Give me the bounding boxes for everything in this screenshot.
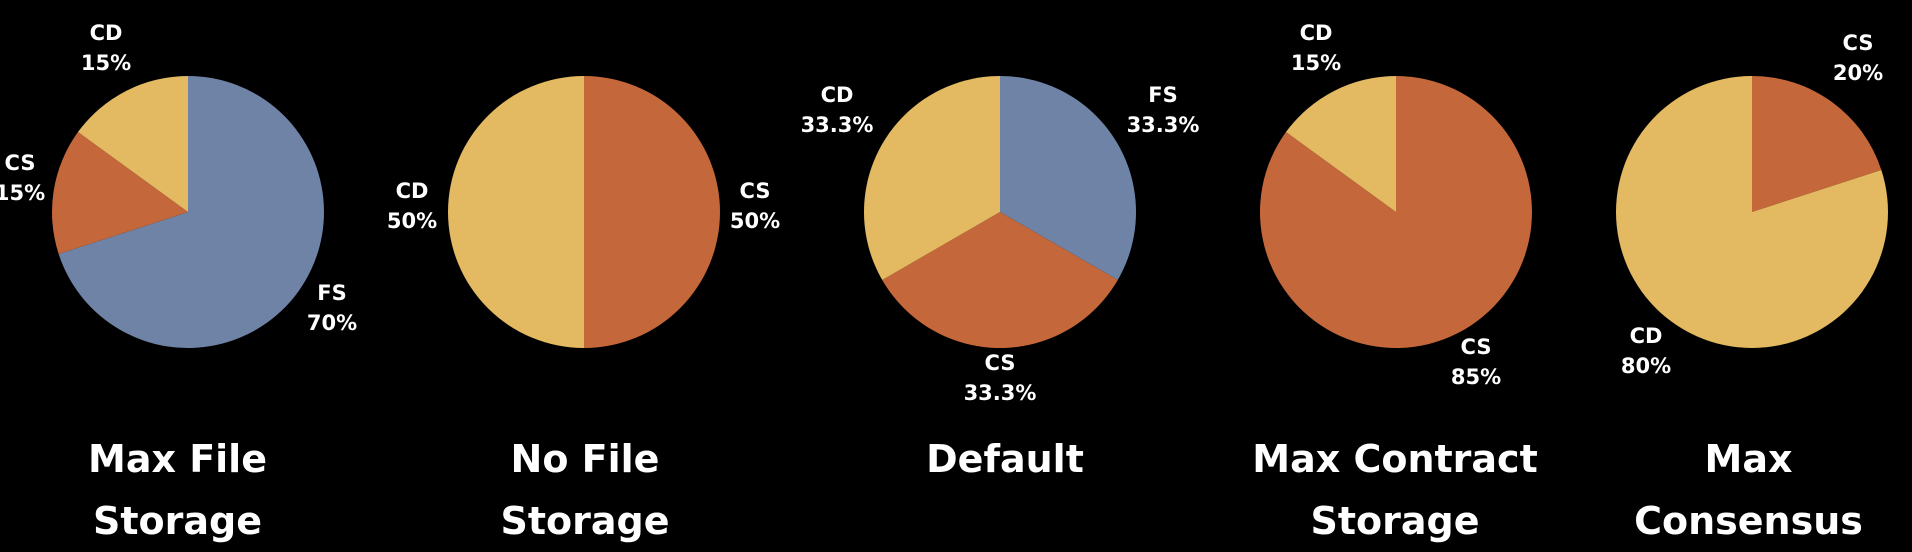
slice-label-fs: FS: [317, 281, 346, 305]
slice-label-cd: CD: [1300, 21, 1333, 45]
pie-chart-0: FS 70% CS 15% CD 15%: [0, 21, 357, 348]
pie-slice-cs: [1752, 76, 1882, 212]
pie-slice-cs: [882, 212, 1118, 348]
pie-slice-cs: [584, 76, 720, 348]
pie-slice-cd: [77, 76, 188, 212]
chart-title-max-contract-storage: Max Contract Storage: [1252, 437, 1538, 543]
slice-value-label-cd: 80%: [1621, 354, 1671, 378]
pie-slice-cs: [52, 132, 188, 255]
pie-slice-cd: [1285, 76, 1396, 212]
slice-label-cd: CD: [90, 21, 123, 45]
slice-value-label-cs: 85%: [1451, 365, 1501, 389]
slice-label-cs: CS: [1461, 335, 1492, 359]
pie-slice-cs: [1259, 76, 1532, 348]
slice-label-cs: CS: [5, 151, 36, 175]
slice-value-label-fs: 33.3%: [1127, 113, 1200, 137]
chart-title-default: Default: [926, 437, 1084, 481]
slice-value-label-cd: 15%: [1291, 51, 1341, 75]
slice-label-cs: CS: [1843, 31, 1874, 55]
pie-slice-cd: [1615, 76, 1888, 348]
slice-value-label-cd: 15%: [81, 51, 131, 75]
slice-value-label-cs: 50%: [730, 209, 780, 233]
pie-chart-2: FS 33.3% CS 33.3% CD 33.3%: [801, 76, 1200, 405]
pie-slice-fs: [1000, 76, 1136, 280]
slice-value-label-cs: 20%: [1833, 61, 1883, 85]
slice-label-fs: FS: [1148, 83, 1177, 107]
pie-slice-fs: [58, 76, 325, 348]
pie-chart-3: CS 85% CD 15%: [1259, 21, 1532, 389]
slice-label-cd: CD: [821, 83, 854, 107]
chart-title-max-consensus: Max Consensus: [1634, 437, 1863, 543]
chart-title-no-file-storage: No File Storage: [500, 437, 670, 543]
slice-value-label-cs: 15%: [0, 181, 45, 205]
slice-value-label-cs: 33.3%: [964, 381, 1037, 405]
pie-slice-cd: [864, 76, 1000, 280]
slice-label-cs: CS: [985, 351, 1016, 375]
slice-value-label-cd: 50%: [387, 209, 437, 233]
slice-label-cd: CD: [1630, 324, 1663, 348]
slice-value-label-fs: 70%: [307, 311, 357, 335]
slice-label-cs: CS: [740, 179, 771, 203]
pie-chart-1: CS 50% CD 50%: [387, 76, 780, 348]
pie-chart-4: CS 20% CD 80%: [1615, 31, 1888, 378]
chart-title-max-file-storage: Max File Storage: [88, 437, 267, 543]
pie-slice-cd: [448, 76, 584, 348]
slice-value-label-cd: 33.3%: [801, 113, 874, 137]
slice-label-cd: CD: [396, 179, 429, 203]
